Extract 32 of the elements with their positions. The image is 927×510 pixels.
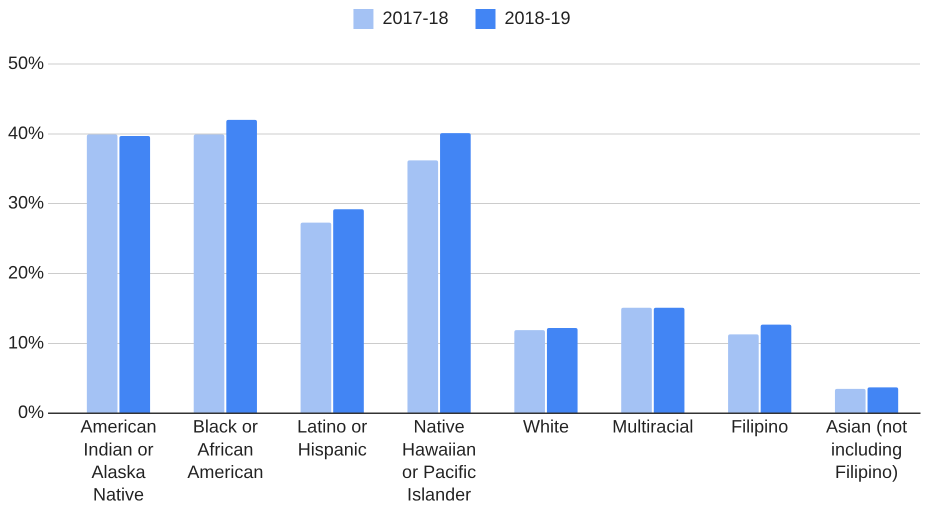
bar <box>514 330 545 413</box>
bar <box>654 308 684 413</box>
x-tick-label: Latino or Hispanic <box>297 416 368 460</box>
y-tick-label: 30% <box>8 192 44 213</box>
legend-label: 2017-18 <box>382 8 449 28</box>
bar <box>407 160 438 413</box>
x-tick-label: Asian (not including Filipino) <box>826 416 908 482</box>
bar <box>226 120 257 413</box>
y-tick-label: 10% <box>8 332 44 352</box>
x-tick-label: Multiracial <box>612 416 694 437</box>
bar <box>728 334 759 413</box>
bar <box>86 134 118 413</box>
x-tick-label: Native Hawaiian or Pacific Islander <box>402 416 476 505</box>
x-tick-label: Black or African American <box>187 416 264 482</box>
y-tick-label: 50% <box>8 52 44 73</box>
x-tick-label: American Indian or Alaska Native <box>80 416 156 505</box>
bar <box>546 328 578 413</box>
x-tick-label: Filipino <box>731 416 788 437</box>
y-tick-label: 40% <box>8 122 44 143</box>
bar <box>760 324 792 413</box>
bar <box>621 308 652 413</box>
y-tick-label: 20% <box>8 262 44 283</box>
bar <box>333 209 364 413</box>
bar <box>300 222 332 413</box>
bar <box>119 136 150 413</box>
bar <box>834 388 866 413</box>
legend-label: 2018-19 <box>504 8 571 28</box>
x-tick-label: White <box>522 416 569 437</box>
bar <box>440 133 471 413</box>
bar <box>194 134 224 413</box>
bar <box>868 387 898 413</box>
y-tick-label: 0% <box>18 402 44 422</box>
